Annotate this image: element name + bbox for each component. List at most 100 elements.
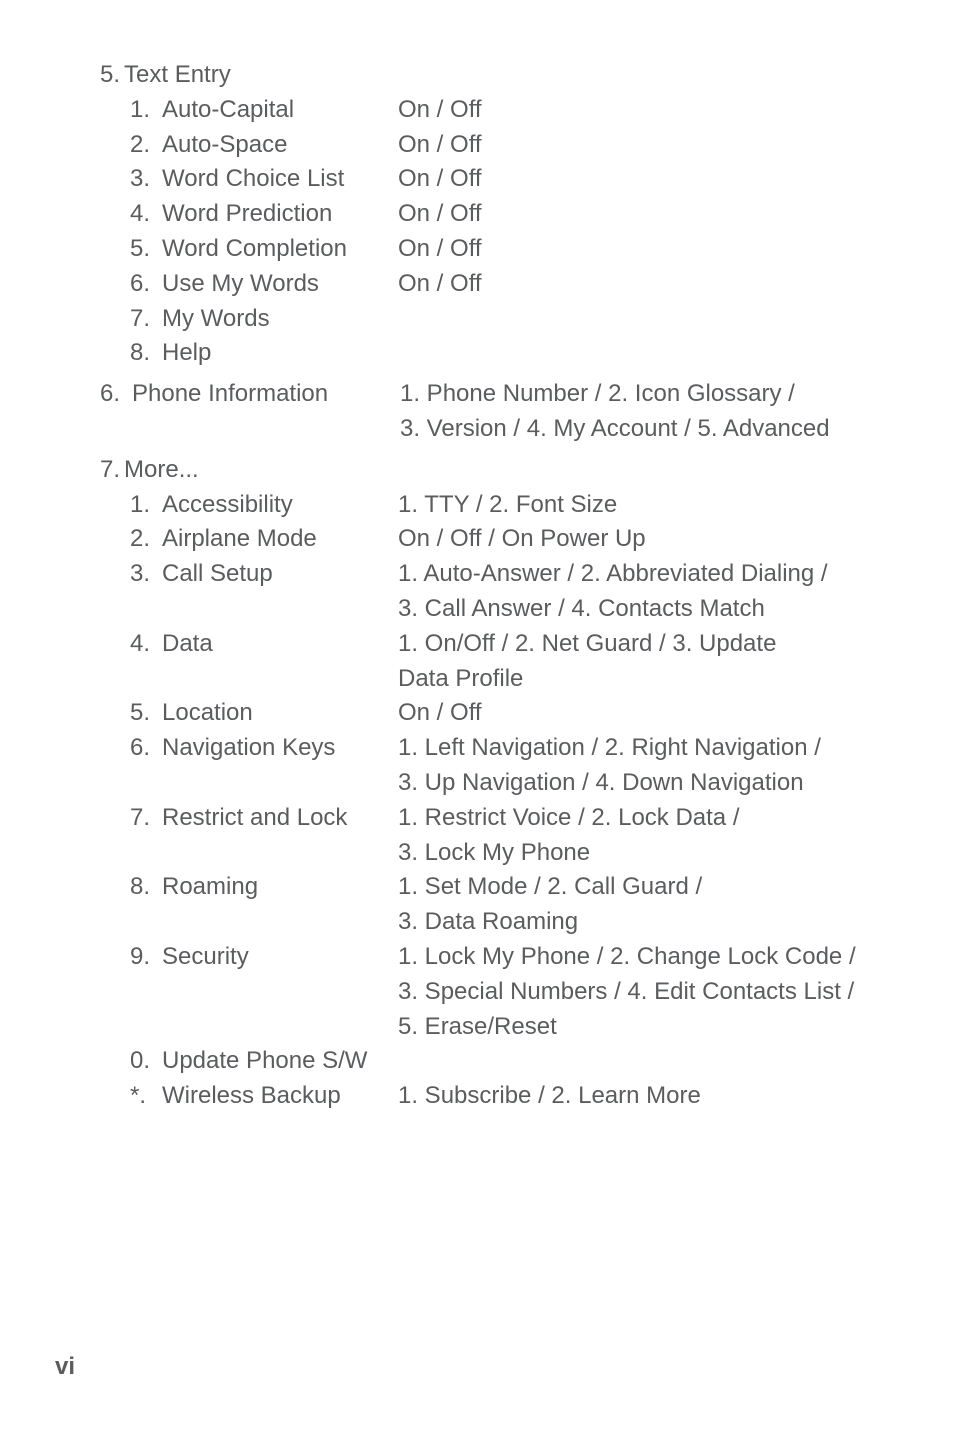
section-7-item: 2.Airplane Mode On / Off / On Power Up [100, 522, 894, 557]
item-num: 0. [130, 1044, 158, 1079]
section-7-item: 7.Restrict and Lock 1. Restrict Voice / 2… [100, 801, 894, 871]
item-label: My Words [162, 302, 270, 337]
item-value-line: Data Profile [398, 662, 894, 697]
item-num: *. [130, 1079, 158, 1114]
section-7-item: 5.Location On / Off [100, 696, 894, 731]
item-value: 1. Auto-Answer / 2. Abbreviated Dialing … [398, 557, 894, 627]
item-label: Wireless Backup [162, 1079, 341, 1114]
item-label: Help [162, 336, 211, 371]
item-value: 1. Left Navigation / 2. Right Navigation… [398, 731, 894, 801]
section-7-items: 1.Accessibility1. TTY / 2. Font Size2.Ai… [100, 488, 894, 1114]
section-7-item: 6.Navigation Keys 1. Left Navigation / 2.… [100, 731, 894, 801]
section-7-item: 4.Data 1. On/Off / 2. Net Guard / 3. Upda… [100, 627, 894, 697]
item-label: Location [162, 696, 253, 731]
item-num: 5. [130, 696, 158, 731]
page-number: vi [55, 1350, 75, 1385]
section-5-item: 7.My Words [100, 302, 894, 337]
item-value-line: 1. Subscribe / 2. Learn More [398, 1079, 894, 1114]
item-value: On / Off [398, 696, 894, 731]
section-6-label: Phone Information [132, 377, 328, 412]
item-value: On / Off [398, 162, 894, 197]
item-num: 1. [130, 93, 158, 128]
section-5-item: 3.Word Choice List On / Off [100, 162, 894, 197]
item-value-line: 3. Lock My Phone [398, 836, 894, 871]
item-label: Word Choice List [162, 162, 344, 197]
item-num: 7. [130, 302, 158, 337]
section-5-item: 1.Auto-Capital On / Off [100, 93, 894, 128]
item-label: Word Completion [162, 232, 347, 267]
item-num: 2. [130, 522, 158, 557]
item-num: 7. [130, 801, 158, 836]
section-7-num: 7. [100, 453, 120, 488]
section-7-title: More... [124, 453, 199, 488]
section-5-item: 4.Word Prediction On / Off [100, 197, 894, 232]
section-5-item: 5.Word Completion On / Off [100, 232, 894, 267]
section-5-title: Text Entry [124, 58, 231, 93]
item-label: Auto-Capital [162, 93, 294, 128]
item-value-line: 3. Data Roaming [398, 905, 894, 940]
section-5-items: 1.Auto-Capital On / Off 2.Auto-Space On / O… [100, 93, 894, 371]
item-value-line: 1. TTY / 2. Font Size [398, 488, 894, 523]
item-value-line: 1. Lock My Phone / 2. Change Lock Code / [398, 940, 894, 975]
item-num: 5. [130, 232, 158, 267]
item-value-line: 3. Special Numbers / 4. Edit Contacts Li… [398, 975, 894, 1010]
item-num: 8. [130, 336, 158, 371]
item-label: Security [162, 940, 249, 975]
item-label: Call Setup [162, 557, 273, 592]
item-num: 8. [130, 870, 158, 905]
item-value-line: On / Off / On Power Up [398, 522, 894, 557]
section-7-item: 3.Call Setup 1. Auto-Answer / 2. Abbrevia… [100, 557, 894, 627]
item-value: 1. TTY / 2. Font Size [398, 488, 894, 523]
item-label: Word Prediction [162, 197, 332, 232]
item-value-line: 3. Up Navigation / 4. Down Navigation [398, 766, 894, 801]
item-value-line: 1. Set Mode / 2. Call Guard / [398, 870, 894, 905]
section-6-value-line2: 3. Version / 4. My Account / 5. Advanced [400, 412, 894, 447]
item-value: On / Off [398, 197, 894, 232]
item-value-line: 1. Left Navigation / 2. Right Navigation… [398, 731, 894, 766]
item-num: 3. [130, 557, 158, 592]
item-label: Data [162, 627, 213, 662]
section-5-header: 5. Text Entry [100, 58, 894, 93]
section-5-item: 6.Use My Words On / Off [100, 267, 894, 302]
item-num: 4. [130, 627, 158, 662]
item-value-line: On / Off [398, 696, 894, 731]
item-num: 3. [130, 162, 158, 197]
item-label: Accessibility [162, 488, 293, 523]
section-6-row: 6. Phone Information 1. Phone Number / 2… [100, 377, 894, 447]
item-num: 4. [130, 197, 158, 232]
section-7-item: 9.Security 1. Lock My Phone / 2. Change L… [100, 940, 894, 1044]
section-6-value: 1. Phone Number / 2. Icon Glossary / 3. … [400, 377, 894, 447]
item-value: 1. Lock My Phone / 2. Change Lock Code /… [398, 940, 894, 1044]
item-num: 6. [130, 731, 158, 766]
item-label: Auto-Space [162, 128, 287, 163]
item-value-line: 1. Auto-Answer / 2. Abbreviated Dialing … [398, 557, 894, 592]
item-value-line: 1. On/Off / 2. Net Guard / 3. Update [398, 627, 894, 662]
item-value-line: 3. Call Answer / 4. Contacts Match [398, 592, 894, 627]
item-num: 2. [130, 128, 158, 163]
section-5-item: 2.Auto-Space On / Off [100, 128, 894, 163]
item-num: 9. [130, 940, 158, 975]
section-7-item: 8.Roaming 1. Set Mode / 2. Call Guard /3.… [100, 870, 894, 940]
item-label: Navigation Keys [162, 731, 335, 766]
item-value: On / Off [398, 232, 894, 267]
item-value: 1. Restrict Voice / 2. Lock Data /3. Loc… [398, 801, 894, 871]
item-num: 6. [130, 267, 158, 302]
section-7-item: *.Wireless Backup 1. Subscribe / 2. Learn… [100, 1079, 894, 1114]
section-7-item: 0.Update Phone S/W [100, 1044, 894, 1079]
item-value: On / Off [398, 93, 894, 128]
item-value: 1. Set Mode / 2. Call Guard /3. Data Roa… [398, 870, 894, 940]
item-label: Restrict and Lock [162, 801, 347, 836]
item-value: 1. Subscribe / 2. Learn More [398, 1079, 894, 1114]
section-6-num: 6. [100, 377, 128, 412]
item-label: Roaming [162, 870, 258, 905]
item-label: Use My Words [162, 267, 319, 302]
section-7-header: 7. More... [100, 453, 894, 488]
item-value: On / Off [398, 267, 894, 302]
item-value: On / Off [398, 128, 894, 163]
section-5-num: 5. [100, 58, 120, 93]
item-num: 1. [130, 488, 158, 523]
item-label: Airplane Mode [162, 522, 317, 557]
item-value-line: 1. Restrict Voice / 2. Lock Data / [398, 801, 894, 836]
section-7-item: 1.Accessibility 1. TTY / 2. Font Size [100, 488, 894, 523]
section-5-item: 8.Help [100, 336, 894, 371]
